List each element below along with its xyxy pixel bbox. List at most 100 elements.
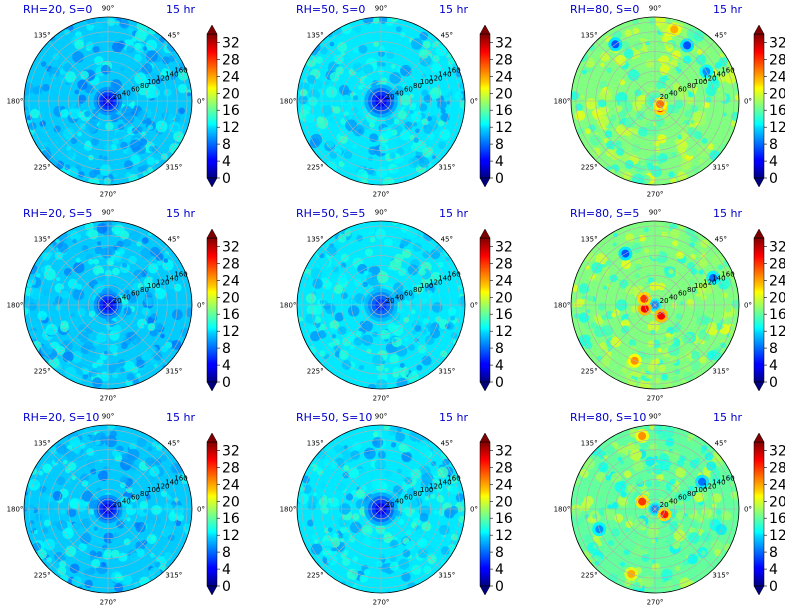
heatmap-cell bbox=[44, 264, 52, 272]
panel-title: RH=80, S=0 bbox=[570, 3, 639, 16]
colorbar-extend-max bbox=[206, 24, 218, 35]
angle-tick-label: 135° bbox=[307, 32, 324, 40]
heatmap-cell bbox=[421, 482, 426, 488]
heatmap-cell bbox=[37, 310, 48, 321]
angle-tick-label: 135° bbox=[581, 236, 598, 244]
heatmap-cell bbox=[372, 17, 380, 24]
grid-spoke bbox=[654, 100, 715, 161]
heatmap-cell bbox=[649, 18, 656, 25]
colorbar-tick-label: 24 bbox=[222, 477, 240, 493]
heatmap-cell bbox=[449, 506, 459, 515]
heatmap-cell bbox=[371, 478, 384, 491]
heatmap-cell bbox=[389, 555, 397, 562]
heatmap-cell bbox=[669, 355, 678, 364]
heatmap-cell bbox=[133, 472, 143, 482]
radial-tick-label: 20 bbox=[660, 297, 669, 305]
heatmap-cell bbox=[63, 268, 72, 276]
colorbar-extend-min bbox=[753, 177, 765, 188]
heatmap-cell bbox=[327, 497, 333, 504]
heatmap-cell bbox=[187, 299, 192, 309]
colorbar-tick-label: 28 bbox=[495, 52, 513, 68]
heatmap-cell bbox=[165, 294, 174, 302]
radial-tick-label: 140 bbox=[438, 479, 451, 487]
radial-tick-label: 60 bbox=[131, 494, 140, 502]
heatmap-cell bbox=[65, 150, 74, 159]
angle-tick-label: 45° bbox=[441, 236, 453, 244]
heatmap-cell bbox=[62, 63, 73, 73]
heatmap-cell bbox=[442, 458, 450, 466]
heatmap-cell bbox=[64, 164, 71, 171]
grid-spoke bbox=[380, 245, 441, 306]
colorbar-tick-label: 8 bbox=[222, 545, 231, 561]
heatmap-cell bbox=[125, 289, 130, 294]
angle-tick-label: 0° bbox=[197, 98, 205, 106]
panel-time-label: 15 hr bbox=[713, 3, 742, 16]
heatmap-cell bbox=[111, 372, 119, 379]
heatmap-cell bbox=[38, 470, 44, 476]
heatmap-cell bbox=[687, 553, 698, 565]
heatmap-cell bbox=[154, 561, 161, 568]
grid-spoke bbox=[380, 449, 441, 510]
heatmap-cell bbox=[406, 488, 415, 496]
heatmap-cell bbox=[71, 475, 77, 481]
heatmap-cell bbox=[599, 342, 607, 350]
heatmap-cell bbox=[390, 129, 398, 136]
radial-tick-label: 60 bbox=[131, 86, 140, 94]
heatmap-cell bbox=[703, 101, 710, 109]
heatmap-cell bbox=[64, 366, 77, 379]
heatmap-cell bbox=[611, 528, 620, 537]
heatmap-cell bbox=[605, 475, 611, 481]
grid-spoke bbox=[48, 508, 109, 569]
heatmap-cell bbox=[118, 248, 125, 255]
heatmap-cell bbox=[664, 316, 676, 328]
heatmap-cell bbox=[312, 262, 317, 267]
panel: 0°45°90°135°180°225°270°315°20 40 60 801001… bbox=[280, 411, 513, 607]
heatmap-cell bbox=[605, 444, 615, 455]
heatmap-cell bbox=[313, 492, 318, 497]
heatmap-cell bbox=[690, 104, 699, 113]
heatmap-cell bbox=[312, 278, 323, 289]
heatmap-cell bbox=[174, 497, 179, 503]
colorbar-tick-label: 12 bbox=[769, 324, 785, 340]
heatmap-cell bbox=[690, 268, 697, 275]
heatmap-cell bbox=[349, 536, 356, 543]
heatmap-cell bbox=[397, 248, 401, 253]
heatmap-cell bbox=[91, 137, 99, 146]
angle-tick-label: 0° bbox=[744, 98, 752, 106]
heatmap-cell bbox=[344, 115, 350, 121]
heatmap-cell bbox=[44, 509, 50, 516]
heatmap-cell bbox=[185, 307, 192, 318]
heatmap-cell bbox=[391, 166, 399, 174]
heatmap-cell bbox=[411, 370, 418, 376]
heatmap-cell bbox=[714, 549, 722, 557]
heatmap-cell bbox=[148, 263, 159, 274]
colorbar-gradient bbox=[479, 441, 491, 587]
heatmap-cell bbox=[624, 29, 633, 38]
radial-tick-label: 80 bbox=[140, 82, 149, 90]
heatmap-cell bbox=[645, 373, 651, 379]
heatmap-cell bbox=[108, 457, 116, 465]
heatmap-cell bbox=[422, 40, 431, 49]
heatmap-cell bbox=[326, 139, 335, 148]
heatmap-cell bbox=[659, 87, 666, 95]
heatmap-cell bbox=[53, 125, 61, 133]
heatmap-cell bbox=[337, 233, 347, 243]
radial-tick-label: 160 bbox=[174, 475, 187, 483]
heatmap-cell bbox=[363, 270, 369, 276]
angle-tick-label: 180° bbox=[280, 302, 297, 310]
heatmap-cell bbox=[97, 241, 102, 246]
heatmap-cell bbox=[348, 297, 356, 305]
heatmap-cell bbox=[437, 261, 444, 268]
grid-spoke bbox=[654, 245, 715, 306]
angle-tick-label: 225° bbox=[307, 571, 324, 579]
heatmap-cell bbox=[338, 533, 343, 539]
angle-tick-label: 180° bbox=[554, 506, 571, 514]
heatmap-cell bbox=[81, 245, 89, 252]
heatmap-cell bbox=[663, 502, 669, 508]
radial-tick-label: 60 bbox=[678, 494, 687, 502]
heatmap-cell bbox=[632, 27, 640, 35]
radial-tick-label: 80 bbox=[687, 490, 696, 498]
heatmap-cell bbox=[127, 448, 140, 461]
heatmap-cell bbox=[86, 448, 95, 456]
grid-spoke bbox=[654, 41, 715, 102]
